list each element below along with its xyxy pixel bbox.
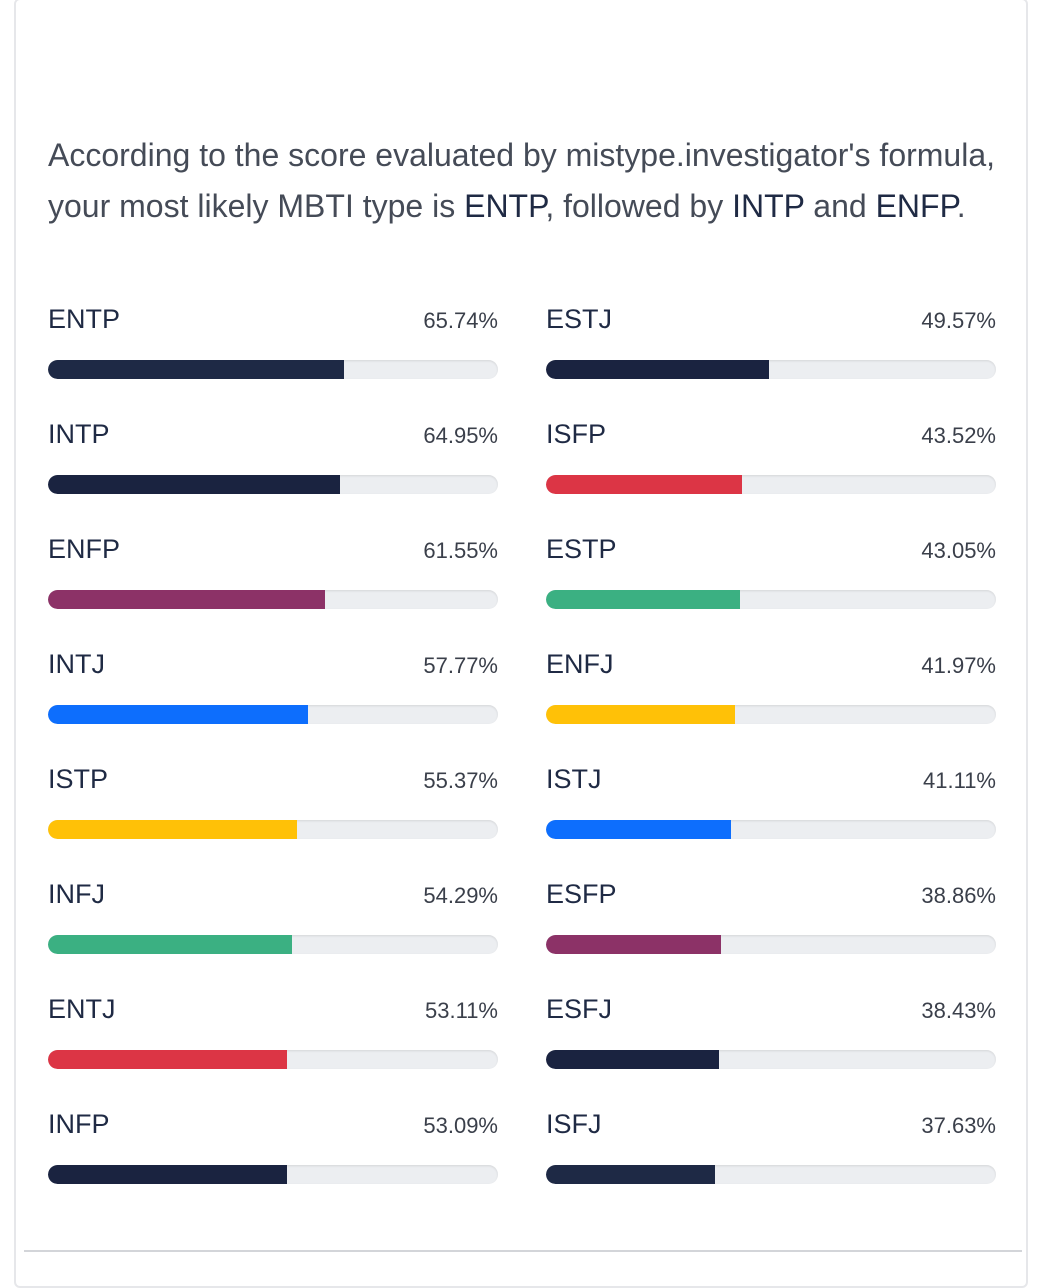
type-percent: 64.95% — [423, 423, 498, 448]
progress-track — [546, 590, 996, 609]
top-type-2: INTP — [732, 188, 805, 224]
progress-track — [48, 705, 498, 724]
progress-fill — [546, 1050, 719, 1069]
type-result-entp: ENTP 65.74% — [48, 300, 498, 415]
progress-track — [546, 1165, 996, 1184]
type-result-intj: INTJ 57.77% — [48, 645, 498, 760]
type-percent: 43.05% — [921, 538, 996, 563]
progress-track — [546, 705, 996, 724]
type-label: ENTP — [48, 304, 121, 334]
result-summary: According to the score evaluated by mist… — [48, 130, 1008, 232]
progress-track — [48, 1050, 498, 1069]
type-label: ESFP — [546, 879, 617, 909]
progress-track — [546, 475, 996, 494]
type-label: ENFJ — [546, 649, 614, 679]
type-label: INTP — [48, 419, 110, 449]
top-type-1: ENTP — [464, 188, 546, 224]
progress-fill — [48, 1165, 287, 1184]
type-percent: 61.55% — [423, 538, 498, 563]
type-result-estj: ESTJ 49.57% — [546, 300, 996, 415]
progress-track — [546, 935, 996, 954]
type-result-istp: ISTP 55.37% — [48, 760, 498, 875]
progress-track — [48, 820, 498, 839]
type-label: ESTP — [546, 534, 617, 564]
summary-text: and — [804, 188, 876, 224]
progress-track — [546, 820, 996, 839]
type-percent: 38.43% — [921, 998, 996, 1023]
type-percent: 49.57% — [921, 308, 996, 333]
type-result-enfj: ENFJ 41.97% — [546, 645, 996, 760]
results-card — [14, 0, 1028, 1288]
progress-fill — [48, 820, 298, 839]
progress-fill — [48, 1050, 287, 1069]
progress-fill — [48, 360, 344, 379]
type-label: INTJ — [48, 649, 105, 679]
type-label: ENFP — [48, 534, 121, 564]
progress-track — [48, 475, 498, 494]
type-percent: 65.74% — [423, 308, 498, 333]
progress-fill — [546, 705, 735, 724]
type-percent: 55.37% — [423, 768, 498, 793]
type-result-intp: INTP 64.95% — [48, 415, 498, 530]
type-result-esfj: ESFJ 38.43% — [546, 990, 996, 1105]
results-column-right: ESTJ 49.57% ISFP 43.52% ESTP 43.05% ENFJ 41.97%… — [546, 300, 996, 1220]
progress-track — [48, 1165, 498, 1184]
progress-track — [48, 935, 498, 954]
progress-fill — [546, 1165, 716, 1184]
progress-fill — [48, 590, 325, 609]
type-result-esfp: ESFP 38.86% — [546, 875, 996, 990]
type-label: ESTJ — [546, 304, 613, 334]
progress-fill — [546, 820, 731, 839]
progress-fill — [48, 475, 341, 494]
type-label: ESFJ — [546, 994, 613, 1024]
type-label: INFP — [48, 1109, 110, 1139]
type-label: ENTJ — [48, 994, 116, 1024]
type-result-isfj: ISFJ 37.63% — [546, 1105, 996, 1220]
type-label: ISFJ — [546, 1109, 602, 1139]
progress-track — [48, 360, 498, 379]
summary-text: , followed by — [545, 188, 733, 224]
type-percent: 41.11% — [923, 768, 996, 793]
progress-fill — [48, 935, 293, 954]
type-percent: 38.86% — [921, 883, 996, 908]
type-result-entj: ENTJ 53.11% — [48, 990, 498, 1105]
type-percent: 53.11% — [425, 998, 498, 1023]
type-percent: 37.63% — [921, 1113, 996, 1138]
type-label: ISTP — [48, 764, 109, 794]
progress-track — [546, 360, 996, 379]
type-percent: 54.29% — [423, 883, 498, 908]
progress-fill — [546, 935, 721, 954]
divider — [24, 1250, 1022, 1252]
type-result-infj: INFJ 54.29% — [48, 875, 498, 990]
summary-text: According to the score evaluated by mist… — [48, 137, 996, 224]
type-percent: 53.09% — [423, 1113, 498, 1138]
type-percent: 43.52% — [921, 423, 996, 448]
progress-track — [546, 1050, 996, 1069]
type-percent: 57.77% — [423, 653, 498, 678]
type-result-istj: ISTJ 41.11% — [546, 760, 996, 875]
results-column-left: ENTP 65.74% INTP 64.95% ENFP 61.55% INTJ 57.77%… — [48, 300, 498, 1220]
summary-text: . — [956, 188, 966, 224]
progress-track — [48, 590, 498, 609]
type-percent: 41.97% — [921, 653, 996, 678]
type-label: INFJ — [48, 879, 105, 909]
type-label: ISFP — [546, 419, 607, 449]
progress-fill — [546, 360, 770, 379]
type-label: ISTJ — [546, 764, 602, 794]
progress-fill — [546, 590, 740, 609]
progress-fill — [546, 475, 742, 494]
type-result-enfp: ENFP 61.55% — [48, 530, 498, 645]
type-result-infp: INFP 53.09% — [48, 1105, 498, 1220]
progress-fill — [48, 705, 308, 724]
type-result-isfp: ISFP 43.52% — [546, 415, 996, 530]
top-type-3: ENFP — [875, 188, 957, 224]
type-result-estp: ESTP 43.05% — [546, 530, 996, 645]
